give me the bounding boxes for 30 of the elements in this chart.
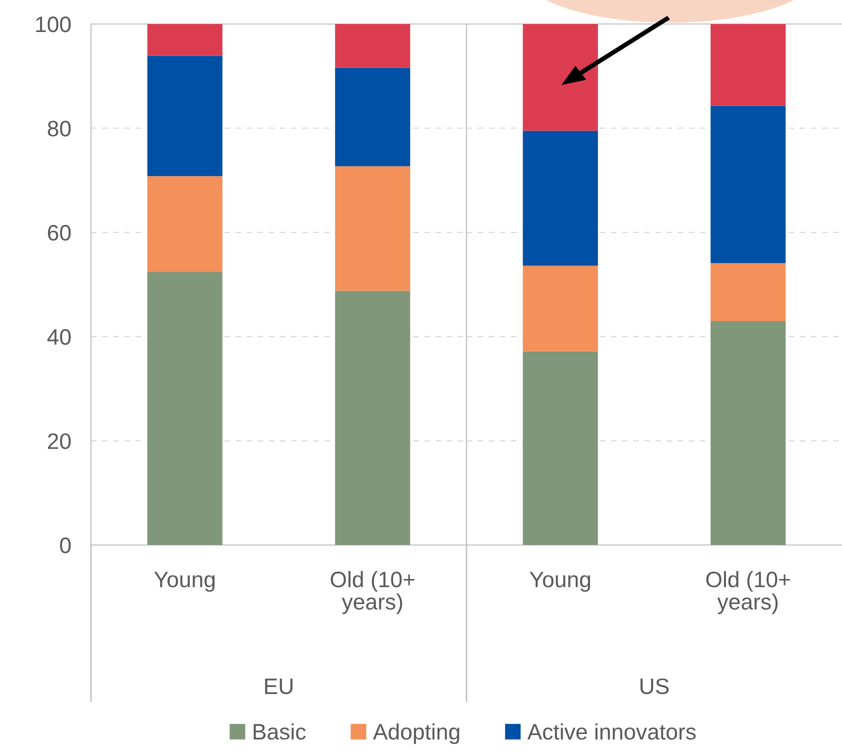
x-tick-label: Old (10+ years) [330,571,414,614]
bar [335,290,410,545]
y-tick-label: 80 [48,120,71,136]
bar [522,266,598,352]
bar [335,24,410,68]
y-tick-label: 100 [36,16,71,32]
bar [147,56,222,176]
bar [522,130,598,266]
legend-label: Adopting [372,723,460,744]
bar [147,272,222,545]
y-tick-label: 60 [48,224,71,241]
legend-label: Basic [254,723,306,740]
x-axis-title: US [640,678,669,694]
bar [710,320,786,545]
bar [710,263,786,321]
bar [522,351,598,545]
bar [335,68,410,166]
y-tick-label: 20 [48,433,71,450]
x-tick-label: Young [530,572,590,592]
bar [710,24,786,106]
y-tick-label: 0 [60,538,71,554]
x-tick-label: Young [154,572,215,592]
y-tick-label: 40 [47,329,71,345]
legend-label: Active innovators [527,723,696,740]
bar [710,106,786,264]
x-tick-label: Old (10+ years) [706,571,790,614]
bar [147,24,222,56]
bar [147,176,222,272]
bar [335,166,410,291]
x-axis-title: EU [265,678,292,694]
